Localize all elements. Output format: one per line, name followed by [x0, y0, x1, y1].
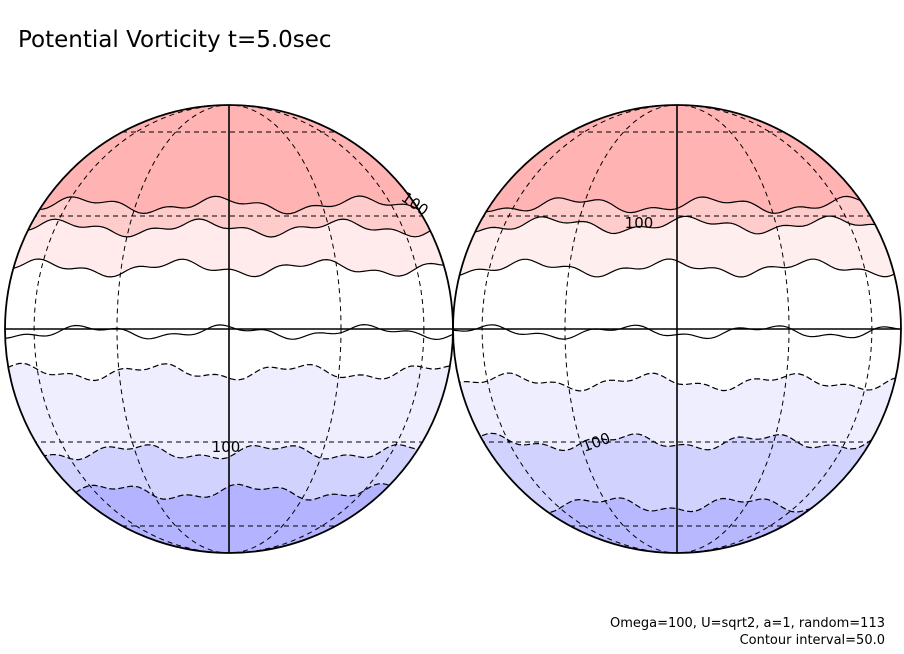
contour-label: 100: [625, 214, 654, 232]
title: Potential Vorticity t=5.0sec: [18, 27, 332, 53]
contour-label: 100: [212, 438, 241, 456]
contour-interval: Contour interval=50.0: [740, 633, 885, 648]
globe-frames: [4, 104, 902, 554]
globe-outline: [452, 104, 902, 554]
parameters: Omega=100, U=sqrt2, a=1, random=113: [610, 616, 885, 631]
